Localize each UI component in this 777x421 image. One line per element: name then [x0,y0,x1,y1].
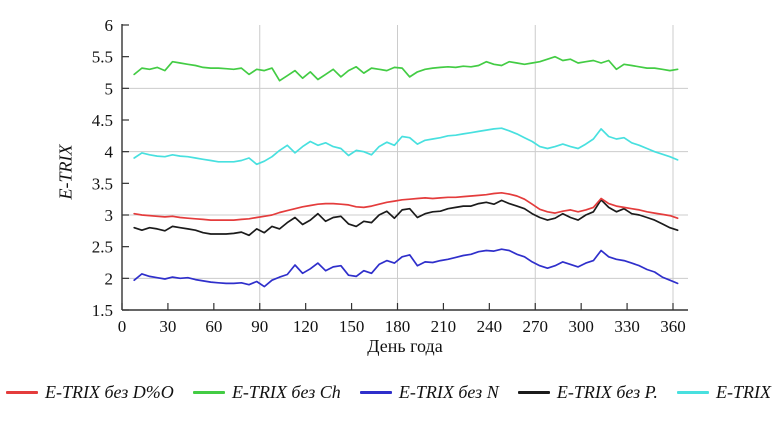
x-axis-title: День года [367,336,443,356]
line-chart-canvas: 1.522.533.544.555.560 30 60 90 120 150 180 210 2… [92,16,688,336]
legend-item-etrix-bez-p: E-TRIX без P. [517,382,658,403]
series-line-etrix-bez-dpo [133,191,679,221]
x-tick-label: 30 [159,317,176,336]
legend-line-swatch-etrix-bez-ch [192,391,225,394]
y-tick-label: 5 [105,79,114,98]
series-line-etrix-bez-n [133,248,679,288]
y-tick-label: 4 [105,143,114,162]
x-tick-label: 270 [523,317,549,336]
legend: E-TRIX без D%O E-TRIX без Ch E-TRIX без N E… [0,382,777,403]
x-tick-label: 150 [339,317,365,336]
y-tick-label: 2.5 [92,238,113,257]
legend-item-etrix-bez-dpo: E-TRIX без D%O [6,382,174,403]
legend-line-swatch-etrix-bez-n [359,391,392,394]
x-tick-label: 90 [251,317,268,336]
x-tick-label: 330 [614,317,640,336]
x-tick-label: 360 [660,317,686,336]
legend-line-swatch-etrix [676,391,709,394]
legend-label-etrix-bez-dpo: E-TRIX без D%O [45,382,174,402]
x-tick-label: 60 [205,317,222,336]
y-tick-label: 6 [105,16,114,35]
legend-line-swatch-etrix-bez-p [517,391,550,394]
legend-line-swatch-etrix-bez-dpo [6,391,38,394]
x-tick-label: 180 [385,317,411,336]
x-tick-label: 210 [431,317,457,336]
y-tick-label: 1.5 [92,301,113,320]
y-axis-title: E-TRIX [55,144,76,200]
legend-item-etrix-bez-ch: E-TRIX без Ch [192,382,341,403]
series-line-etrix [133,127,679,166]
legend-label-etrix-bez-ch: E-TRIX без Ch [231,382,341,402]
y-tick-label: 4.5 [92,111,113,130]
series-line-etrix-bez-ch [133,55,679,82]
y-tick-label: 3.5 [92,174,113,193]
legend-item-etrix-bez-n: E-TRIX без N [359,382,499,403]
legend-label-etrix-bez-n: E-TRIX без N [398,382,499,402]
x-tick-label: 0 [118,317,127,336]
y-tick-label: 2 [105,269,114,288]
x-tick-label: 120 [293,317,319,336]
series-line-etrix-bez-p [133,198,679,237]
x-tick-label: 300 [568,317,594,336]
x-tick-label: 240 [477,317,503,336]
legend-item-etrix: E-TRIX [676,382,771,403]
legend-label-etrix-bez-p: E-TRIX без P. [556,382,658,402]
legend-label-etrix: E-TRIX [715,382,771,402]
y-tick-label: 5.5 [92,48,113,67]
y-tick-label: 3 [105,206,114,225]
